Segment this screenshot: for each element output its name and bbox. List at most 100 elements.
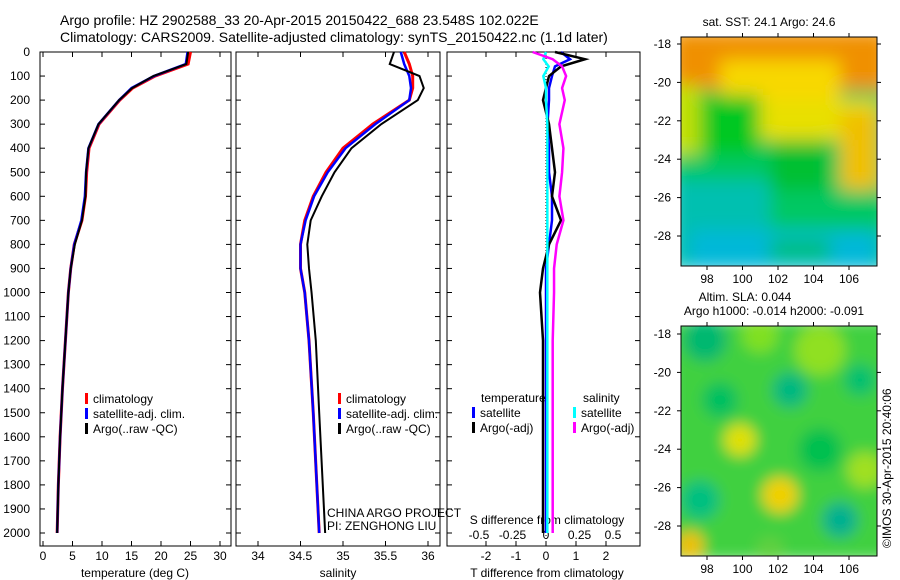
sst-map-lat-label: -28 bbox=[654, 229, 672, 243]
depth-tick-label: 900 bbox=[10, 261, 30, 275]
salinity-axis-tick-label: 36 bbox=[421, 549, 435, 563]
sla-map bbox=[681, 326, 877, 556]
s-diff-tick-label: -0.25 bbox=[499, 528, 527, 542]
s-diff-tick-label: -0.5 bbox=[469, 528, 490, 542]
temperature-axis-label: temperature (deg C) bbox=[81, 566, 189, 580]
sst-map-lon-label: 102 bbox=[768, 272, 788, 286]
diff-line-1 bbox=[538, 50, 590, 533]
salinity-line-0 bbox=[299, 51, 415, 534]
sla-map-frame bbox=[680, 325, 878, 557]
temperature-axis-tick-label: 20 bbox=[154, 549, 168, 563]
depth-tick-label: 800 bbox=[10, 237, 30, 251]
sla-map-lat-label: -22 bbox=[654, 404, 672, 418]
temperature-legend-swatch bbox=[85, 408, 88, 419]
temperature-legend-label: Argo(..raw -QC) bbox=[93, 422, 178, 436]
temperature-legend-label: climatology bbox=[93, 392, 153, 406]
t-diff-legend-label: Argo(-adj) bbox=[480, 421, 533, 435]
s-diff-tick-label: 0.5 bbox=[605, 528, 622, 542]
sla-map-lon-label: 100 bbox=[732, 562, 752, 576]
depth-tick-label: 2000 bbox=[3, 526, 30, 540]
sst-map-frame bbox=[680, 36, 878, 267]
depth-tick-label: 1600 bbox=[3, 430, 30, 444]
sla-map-lat-label: -28 bbox=[654, 519, 672, 533]
salinity-axis-tick-label: 35.5 bbox=[374, 549, 398, 563]
depth-tick-label: 400 bbox=[10, 141, 30, 155]
sla-map-lon-label: 98 bbox=[700, 562, 714, 576]
t-diff-axis-label: T difference from climatology bbox=[470, 566, 624, 580]
depth-tick-label: 1000 bbox=[3, 286, 30, 300]
salinity-legend-swatch bbox=[338, 408, 341, 419]
salinity-axis-tick-label: 35 bbox=[336, 549, 350, 563]
depth-tick-label: 1300 bbox=[3, 358, 30, 372]
t-diff-legend-label: satellite bbox=[480, 406, 521, 420]
depth-tick-label: 1400 bbox=[3, 382, 30, 396]
salinity-legend-swatch bbox=[338, 423, 341, 434]
depth-tick-label: 700 bbox=[10, 213, 30, 227]
sst-map-lat-label: -26 bbox=[654, 191, 672, 205]
temperature-line-0 bbox=[55, 51, 192, 534]
salinity-legend-swatch bbox=[338, 393, 341, 404]
sst-map-lat-label: -22 bbox=[654, 114, 672, 128]
panel-2-frame bbox=[235, 51, 441, 547]
s-diff-legend-label: Argo(-adj) bbox=[581, 421, 634, 435]
sst-map-title: sat. SST: 24.1 Argo: 24.6 bbox=[703, 15, 836, 29]
diff-line-2 bbox=[541, 51, 551, 533]
depth-tick-label: 1900 bbox=[3, 502, 30, 516]
temperature-axis-tick-label: 0 bbox=[40, 549, 47, 563]
depth-tick-label: 1700 bbox=[3, 454, 30, 468]
sla-map-lon-label: 104 bbox=[803, 562, 823, 576]
temperature-axis-tick-label: 15 bbox=[125, 549, 139, 563]
panel-3-frame bbox=[446, 51, 641, 547]
depth-tick-label: 1500 bbox=[3, 406, 30, 420]
t-diff-legend-swatch bbox=[472, 422, 475, 433]
sla-map-subtitle: Argo h1000: -0.014 h2000: -0.091 bbox=[684, 304, 864, 318]
sla-map-lat-label: -26 bbox=[654, 481, 672, 495]
sst-map-lon-label: 104 bbox=[803, 272, 823, 286]
project-pi: PI: ZENGHONG LIU bbox=[327, 519, 436, 533]
depth-tick-label: 100 bbox=[10, 69, 30, 83]
diff-line-3 bbox=[532, 50, 568, 533]
sla-map-title: Altim. SLA: 0.044 bbox=[699, 290, 792, 304]
salinity-legend-label: Argo(..raw -QC) bbox=[346, 422, 431, 436]
temperature-axis-tick-label: 5 bbox=[69, 549, 76, 563]
salinity-line-1 bbox=[299, 51, 413, 534]
t-diff-axis-tick-label: 1 bbox=[573, 549, 580, 563]
temperature-line-1 bbox=[55, 51, 189, 534]
t-diff-axis-tick-label: 2 bbox=[603, 549, 610, 563]
salinity-axis-tick-label: 34.5 bbox=[289, 549, 313, 563]
depth-tick-label: 600 bbox=[10, 189, 30, 203]
salinity-axis-label: salinity bbox=[320, 566, 357, 580]
temperature-legend-swatch bbox=[85, 423, 88, 434]
legend-title-temperature: temperature bbox=[481, 391, 546, 405]
salinity-axis-tick-label: 34 bbox=[251, 549, 265, 563]
title-line-2: Climatology: CARS2009. Satellite-adjuste… bbox=[60, 29, 608, 45]
sla-map-lat-label: -18 bbox=[654, 327, 672, 341]
sst-map-lon-label: 100 bbox=[732, 272, 752, 286]
salinity-legend-label: climatology bbox=[346, 392, 406, 406]
depth-tick-label: 500 bbox=[10, 165, 30, 179]
sla-map-lat-label: -24 bbox=[654, 442, 672, 456]
sst-map bbox=[681, 37, 877, 266]
sst-map-lon-label: 106 bbox=[839, 272, 859, 286]
depth-tick-label: 0 bbox=[23, 45, 30, 59]
sst-map-lat-label: -20 bbox=[654, 75, 672, 89]
t-diff-legend-swatch bbox=[472, 407, 475, 418]
temperature-legend-label: satellite-adj. clim. bbox=[93, 407, 185, 421]
title-line-1: Argo profile: HZ 2902588_33 20-Apr-2015 … bbox=[60, 12, 539, 28]
legend-title-salinity: salinity bbox=[583, 391, 620, 405]
sla-map-lat-label: -20 bbox=[654, 365, 672, 379]
sla-map-lon-label: 102 bbox=[768, 562, 788, 576]
salinity-legend-label: satellite-adj. clim. bbox=[346, 407, 438, 421]
depth-tick-label: 300 bbox=[10, 117, 30, 131]
s-diff-legend-label: satellite bbox=[581, 406, 622, 420]
t-diff-axis-tick-label: -1 bbox=[511, 549, 522, 563]
salinity-line-2 bbox=[306, 51, 425, 534]
depth-tick-label: 1100 bbox=[4, 310, 30, 324]
depth-tick-label: 1200 bbox=[3, 334, 30, 348]
project-name: CHINA ARGO PROJECT bbox=[327, 506, 462, 520]
t-diff-axis-tick-label: -2 bbox=[481, 549, 492, 563]
s-diff-legend-swatch bbox=[573, 422, 576, 433]
temperature-axis-tick-label: 25 bbox=[184, 549, 198, 563]
